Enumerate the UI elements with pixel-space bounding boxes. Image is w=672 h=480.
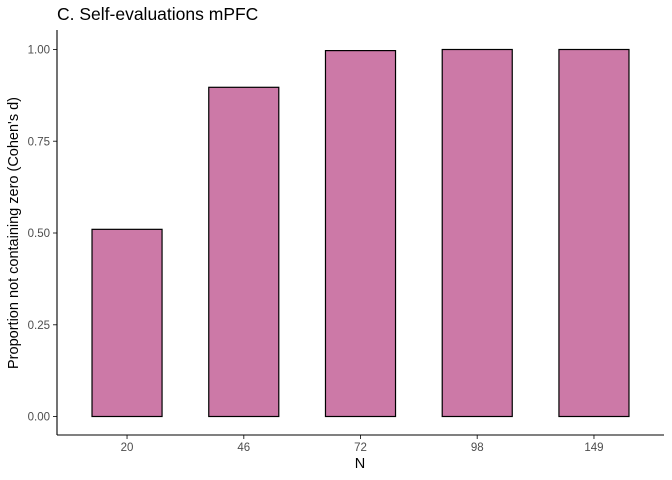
y-tick-label: 0.00 [28,412,50,424]
x-tick-label: 20 [121,442,134,454]
chart-title: C. Self-evaluations mPFC [57,4,258,24]
bar-n-149 [558,48,630,418]
x-tick-label: 98 [471,442,484,454]
x-tick-label: 72 [354,442,367,454]
y-tick-label: 0.25 [28,320,50,332]
bar-n-72 [324,50,397,418]
bar-n-98 [441,48,513,418]
bars [91,48,630,418]
x-tick-label: 46 [237,442,250,454]
y-axis-label: Proportion not containing zero (Cohen's … [6,97,22,369]
bar-n-46 [208,86,280,418]
bar-n-20 [91,228,163,418]
y-axis-ticks: 0.00 0.25 0.50 0.75 1.00 [28,45,57,424]
y-tick-label: 1.00 [28,45,50,57]
x-axis-ticks: 20 46 72 98 149 [121,435,604,454]
y-tick-label: 0.75 [28,136,50,148]
x-axis-label: N [355,456,365,472]
y-tick-label: 0.50 [28,228,50,240]
x-tick-label: 149 [584,442,603,454]
